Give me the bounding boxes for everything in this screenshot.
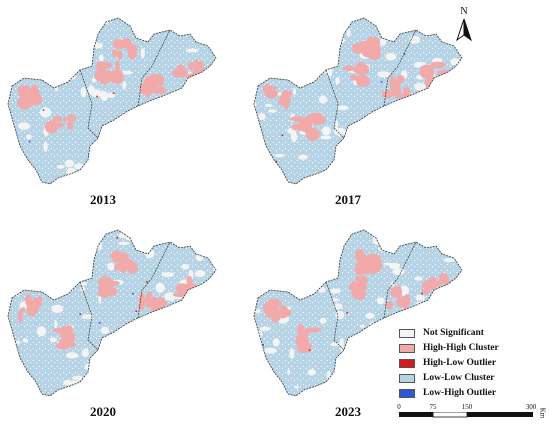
legend: Not Significant High-High Cluster High-L…: [399, 327, 539, 402]
legend-item-low-high: Low-High Outlier: [399, 387, 539, 402]
legend-item-high-low: High-Low Outlier: [399, 357, 539, 372]
legend-swatch: [399, 329, 415, 338]
year-label-2017: 2017: [335, 192, 361, 207]
scale-tick-label: 300: [525, 403, 537, 411]
north-arrow-icon: [456, 18, 472, 42]
scale-tick-label: 150: [461, 403, 473, 411]
north-arrow-label: N: [460, 6, 468, 17]
scale-tick-label: 75: [429, 403, 437, 411]
legend-item-high-high: High-High Cluster: [399, 342, 539, 357]
year-label-2013: 2013: [90, 192, 116, 207]
map-panel-2013: [7, 17, 217, 185]
legend-item-not-significant: Not Significant: [399, 327, 539, 342]
legend-label: Not Significant: [423, 328, 484, 338]
legend-label: High-High Cluster: [423, 343, 499, 353]
legend-swatch: [399, 344, 415, 353]
scale-unit: Km: [538, 407, 547, 419]
legend-item-low-low: Low-Low Cluster: [399, 372, 539, 387]
legend-label: Low-High Outlier: [423, 388, 497, 398]
legend-swatch: [399, 389, 415, 398]
year-label-2020: 2020: [90, 404, 116, 419]
legend-swatch: [399, 359, 415, 368]
scale-bar-graphic: [399, 412, 533, 418]
scale-bar: 0 75 150 300 Km: [397, 403, 549, 421]
legend-label: Low-Low Cluster: [423, 373, 495, 383]
map-panel-2020: [7, 229, 217, 397]
legend-swatch: [399, 374, 415, 383]
north-arrow: N: [452, 6, 476, 42]
scale-tick-label: 0: [397, 403, 401, 411]
year-label-2023: 2023: [335, 404, 361, 419]
legend-label: High-Low Outlier: [423, 358, 497, 368]
